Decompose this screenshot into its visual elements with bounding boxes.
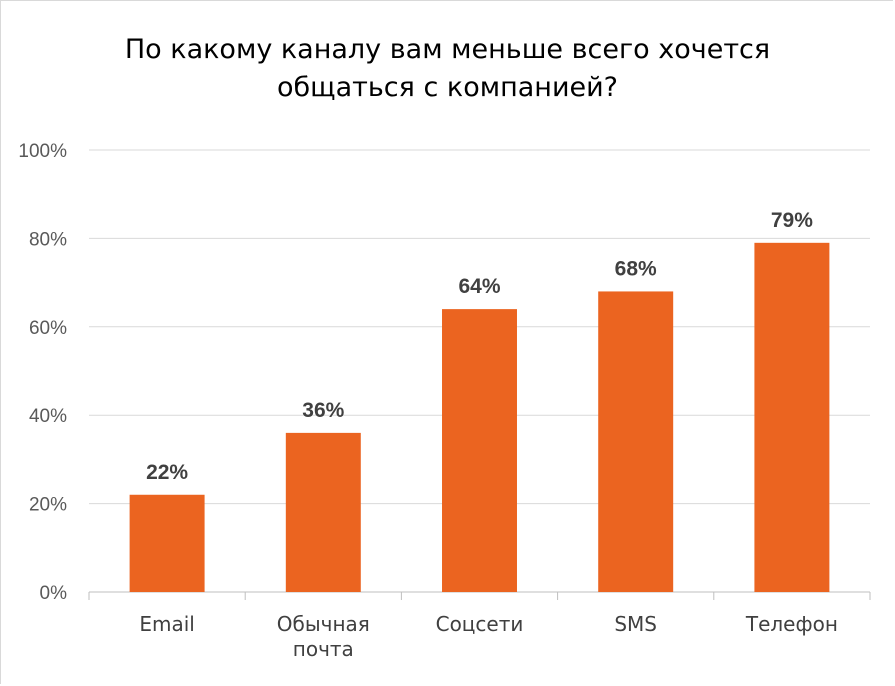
category-label: Обычная (277, 612, 370, 636)
category-label: почта (293, 637, 354, 661)
data-label: 22% (146, 461, 188, 484)
chart-title-line-2: общаться с компанией? (277, 72, 618, 103)
data-label: 79% (771, 209, 813, 232)
bar (598, 291, 674, 592)
category-label: Email (139, 612, 195, 636)
chart-title-line-1: По какому каналу вам меньше всего хочетс… (124, 34, 771, 65)
chart-title: По какому каналу вам меньше всего хочетс… (0, 31, 895, 107)
bar (285, 432, 361, 592)
data-label: 36% (302, 399, 344, 422)
y-tick-label: 60% (29, 318, 67, 339)
bar (754, 242, 830, 592)
y-tick-label: 20% (29, 495, 67, 516)
category-label: Соцсети (436, 612, 524, 636)
bar (442, 309, 517, 592)
category-label: SMS (614, 612, 657, 636)
bar (129, 494, 205, 592)
data-label: 64% (458, 275, 500, 298)
y-tick-label: 0% (40, 583, 68, 604)
y-tick-label: 40% (29, 406, 67, 427)
y-tick-label: 100% (18, 141, 67, 162)
category-label: Телефон (745, 612, 838, 636)
data-label: 68% (615, 257, 657, 280)
y-tick-label: 80% (29, 229, 67, 250)
